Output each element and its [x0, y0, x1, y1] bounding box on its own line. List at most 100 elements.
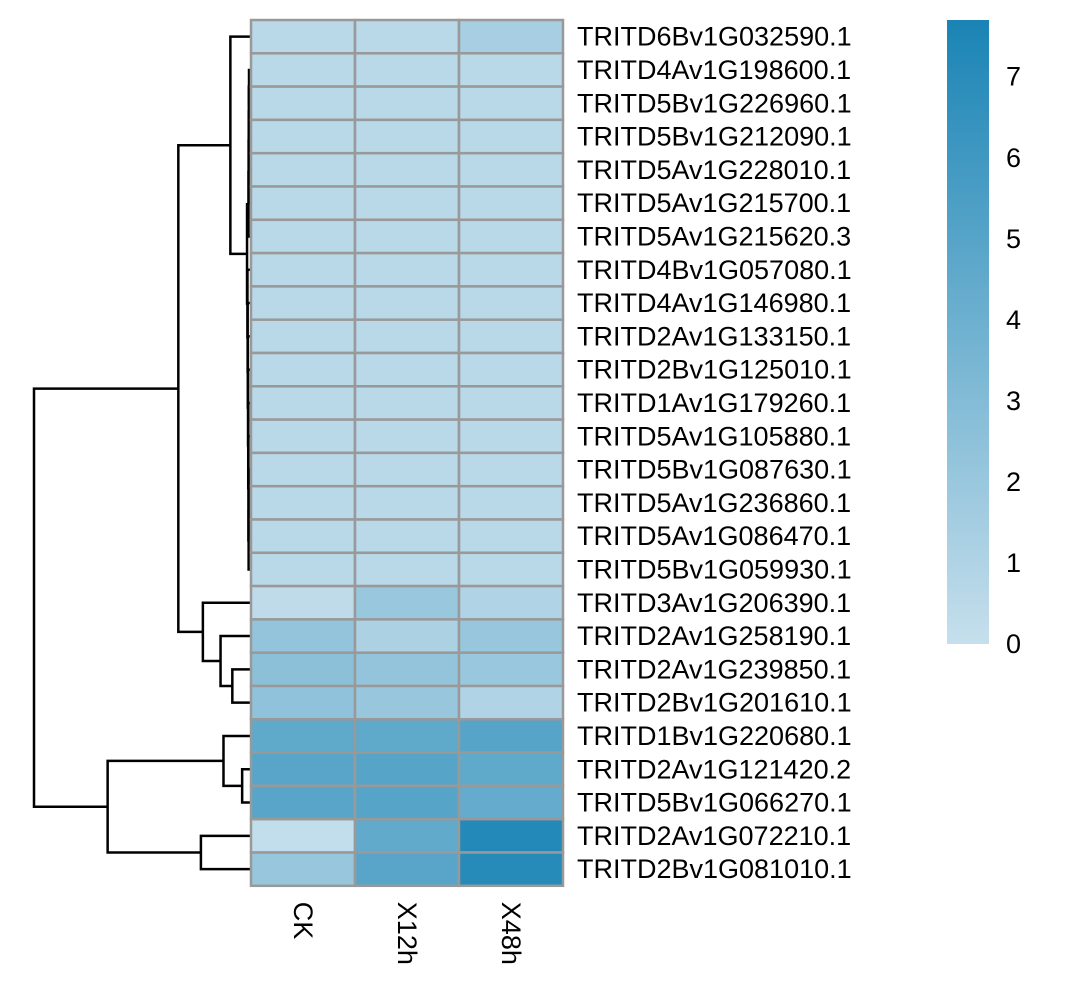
heatmap-cell [249, 118, 357, 155]
legend-tick-label: 3 [1006, 386, 1021, 416]
heatmap-cell [457, 518, 565, 555]
heatmap-cell [457, 18, 565, 55]
heatmap-cell [457, 484, 565, 521]
legend-tick-label: 1 [1006, 548, 1021, 578]
row-label: TRITD2Bv1G125010.1 [577, 355, 852, 385]
heatmap-cell [457, 85, 565, 122]
heatmap-cell [249, 684, 357, 721]
row-label: TRITD2Bv1G201610.1 [577, 688, 852, 718]
heatmap-cell [353, 18, 461, 55]
legend-tick-label: 6 [1006, 143, 1021, 173]
dendrogram-branch [201, 601, 250, 663]
row-label: TRITD5Bv1G226960.1 [577, 88, 852, 118]
heatmap-cell [249, 584, 357, 621]
heatmap-cell [249, 52, 357, 88]
dendrogram-branch [199, 834, 250, 871]
heatmap-cell [353, 285, 461, 321]
heatmap-cell [249, 718, 357, 754]
heatmap-cell [353, 551, 461, 588]
row-label: TRITD1Bv1G220680.1 [577, 721, 852, 751]
column-labels: CK X12h X48h [288, 902, 526, 965]
column-label: X48h [496, 902, 526, 965]
dendrogram-branch [106, 759, 224, 854]
heatmap-cell [353, 584, 461, 621]
heatmap-cell [353, 351, 461, 388]
heatmap-cell [353, 151, 461, 188]
heatmap-cell [249, 318, 357, 355]
heatmap-cell [353, 618, 461, 654]
row-label: TRITD5Bv1G059930.1 [577, 554, 852, 584]
legend-ticks: 0 1 2 3 4 5 6 7 [1006, 62, 1021, 659]
heatmap-cell [353, 218, 461, 255]
heatmap-cell [353, 185, 461, 222]
heatmap-cell [249, 551, 357, 588]
column-label: CK [288, 902, 318, 940]
dendrogram-branch [229, 35, 250, 256]
row-label: TRITD2Av1G121420.2 [577, 754, 851, 784]
heatmap-cell [457, 618, 565, 654]
heatmap-cell [457, 218, 565, 255]
heatmap-cell [457, 751, 565, 788]
heatmap-cell [457, 318, 565, 355]
row-label: TRITD5Bv1G066270.1 [577, 788, 852, 818]
row-label: TRITD2Av1G258190.1 [577, 621, 851, 651]
dendrogram-branch [222, 734, 250, 788]
row-label: TRITD4Bv1G057080.1 [577, 255, 852, 285]
heatmap-cell [353, 251, 461, 288]
legend-tick-label: 0 [1006, 629, 1021, 659]
heatmap-cell [353, 651, 461, 688]
row-label: TRITD3Av1G206390.1 [577, 588, 851, 618]
row-dendrogram [32, 35, 251, 871]
heatmap-cell [249, 618, 357, 654]
heatmap-cell [249, 251, 357, 288]
row-label: TRITD5Bv1G212090.1 [577, 122, 852, 152]
heatmap-cell [457, 817, 565, 854]
heatmap-cell [457, 684, 565, 721]
color-legend: 0 1 2 3 4 5 6 7 [947, 20, 1021, 659]
heatmap-cell [353, 484, 461, 521]
heatmap-cell [249, 484, 357, 521]
heatmap-cell [457, 784, 565, 821]
row-label: TRITD2Av1G133150.1 [577, 321, 851, 351]
heatmap-cell [353, 718, 461, 754]
heatmap-cell [353, 784, 461, 821]
heatmap-cell [249, 185, 357, 222]
row-label: TRITD6Bv1G032590.1 [577, 22, 852, 52]
heatmap-cell [249, 851, 357, 888]
heatmap-cell [457, 118, 565, 155]
heatmap-cell [457, 418, 565, 455]
heatmap-cell [353, 385, 461, 421]
heatmap-cell [457, 385, 565, 421]
heatmap-cell [249, 418, 357, 455]
row-label: TRITD2Av1G239850.1 [577, 654, 851, 684]
heatmap-cell [249, 285, 357, 321]
dendrogram-branch [32, 387, 179, 808]
heatmap-cell [249, 784, 357, 821]
dendrogram-branch [240, 768, 250, 804]
heatmap-cell [353, 817, 461, 854]
heatmap-cell [353, 418, 461, 455]
heatmap-cells [249, 18, 565, 888]
heatmap-cell [249, 817, 357, 854]
row-label: TRITD5Av1G105880.1 [577, 421, 851, 451]
heatmap-cell [457, 718, 565, 754]
legend-tick-label: 7 [1006, 62, 1021, 92]
heatmap-cell [457, 651, 565, 688]
heatmap-cell [249, 651, 357, 688]
heatmap-cell [249, 385, 357, 421]
heatmap-cell [353, 518, 461, 555]
heatmap-cell [353, 85, 461, 122]
heatmap-cell [249, 151, 357, 188]
row-label: TRITD4Av1G198600.1 [577, 55, 851, 85]
row-label: TRITD2Bv1G081010.1 [577, 854, 852, 884]
row-label: TRITD5Av1G228010.1 [577, 155, 851, 185]
heatmap-cell [457, 285, 565, 321]
heatmap-cell [353, 318, 461, 355]
legend-color-bar [947, 20, 989, 644]
heatmap-cell [353, 118, 461, 155]
heatmap-cell [353, 52, 461, 88]
dendrogram-branch [245, 202, 249, 305]
heatmap-cell [249, 351, 357, 388]
heatmap-cell [249, 751, 357, 788]
